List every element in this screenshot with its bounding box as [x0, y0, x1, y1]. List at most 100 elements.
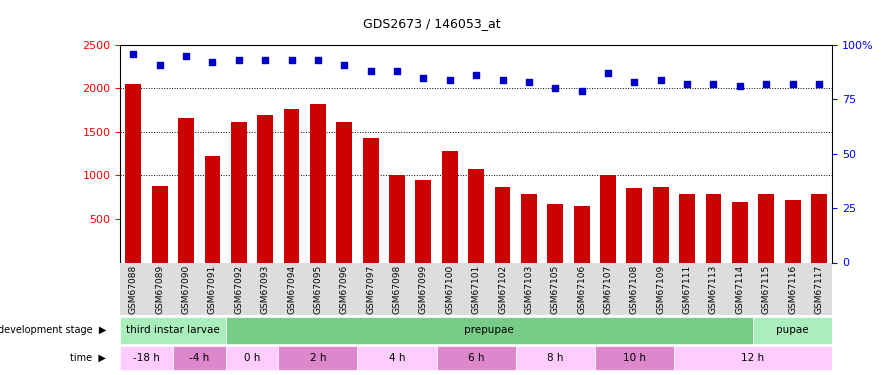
Bar — [732, 202, 748, 262]
Text: GSM67100: GSM67100 — [445, 265, 454, 314]
Text: 0 h: 0 h — [244, 353, 260, 363]
Bar — [173, 346, 226, 370]
Text: GSM67088: GSM67088 — [129, 265, 138, 314]
Text: GSM67089: GSM67089 — [155, 265, 165, 314]
Text: GSM67106: GSM67106 — [577, 265, 587, 314]
Text: GDS2673 / 146053_at: GDS2673 / 146053_at — [363, 17, 500, 30]
Text: GSM67092: GSM67092 — [234, 265, 243, 314]
Bar — [152, 186, 167, 262]
Bar — [358, 346, 437, 370]
Text: GSM67115: GSM67115 — [762, 265, 771, 314]
Bar — [758, 194, 774, 262]
Point — [126, 51, 141, 57]
Text: 8 h: 8 h — [547, 353, 563, 363]
Bar — [521, 194, 537, 262]
Text: GSM67097: GSM67097 — [366, 265, 376, 314]
Text: GSM67093: GSM67093 — [261, 265, 270, 314]
Text: GSM67101: GSM67101 — [472, 265, 481, 314]
Text: pupae: pupae — [776, 325, 809, 335]
Bar — [310, 104, 326, 262]
Bar — [336, 122, 352, 262]
Text: GSM67116: GSM67116 — [788, 265, 797, 314]
Point — [548, 86, 562, 92]
Bar — [753, 316, 832, 344]
Text: GSM67102: GSM67102 — [498, 265, 507, 314]
Point — [417, 75, 431, 81]
Bar — [226, 316, 753, 344]
Point — [732, 83, 747, 89]
Bar — [284, 110, 299, 262]
Point — [390, 68, 404, 74]
Point — [812, 81, 826, 87]
Bar — [600, 175, 616, 262]
Text: GSM67105: GSM67105 — [551, 265, 560, 314]
Bar — [178, 118, 194, 262]
Text: GSM67117: GSM67117 — [814, 265, 823, 314]
Bar — [120, 346, 173, 370]
Point — [653, 77, 668, 83]
Text: GSM67107: GSM67107 — [603, 265, 612, 314]
Bar — [257, 115, 273, 262]
Text: 12 h: 12 h — [741, 353, 765, 363]
Text: -4 h: -4 h — [190, 353, 209, 363]
Point — [258, 57, 272, 63]
Text: prepupae: prepupae — [465, 325, 514, 335]
Bar — [547, 204, 563, 262]
Bar — [363, 138, 378, 262]
Point — [442, 77, 457, 83]
Point — [601, 70, 615, 76]
Point — [152, 62, 166, 68]
Text: GSM67090: GSM67090 — [182, 265, 190, 314]
Point — [231, 57, 246, 63]
Bar — [231, 122, 247, 262]
Point — [680, 81, 694, 87]
Text: third instar larvae: third instar larvae — [126, 325, 220, 335]
Bar — [205, 156, 221, 262]
Text: GSM67095: GSM67095 — [313, 265, 322, 314]
Bar — [416, 180, 432, 262]
Bar — [627, 188, 643, 262]
Bar — [679, 194, 695, 262]
Point — [469, 72, 483, 78]
Text: development stage  ▶: development stage ▶ — [0, 325, 106, 335]
Text: GSM67109: GSM67109 — [656, 265, 665, 314]
Text: GSM67091: GSM67091 — [208, 265, 217, 314]
Bar — [437, 346, 515, 370]
Point — [575, 88, 589, 94]
Bar — [279, 346, 358, 370]
Text: 10 h: 10 h — [623, 353, 646, 363]
Bar — [495, 187, 511, 262]
Point — [337, 62, 352, 68]
Point — [285, 57, 299, 63]
Text: 6 h: 6 h — [468, 353, 484, 363]
Point — [363, 68, 377, 74]
Bar — [389, 176, 405, 262]
Point — [179, 53, 193, 59]
Text: GSM67098: GSM67098 — [392, 265, 401, 314]
Bar — [515, 346, 595, 370]
Text: -18 h: -18 h — [134, 353, 160, 363]
Point — [759, 81, 773, 87]
Text: GSM67114: GSM67114 — [735, 265, 744, 314]
Point — [206, 59, 220, 65]
Bar — [125, 84, 142, 262]
Bar — [120, 316, 226, 344]
Point — [627, 79, 642, 85]
Bar — [595, 346, 674, 370]
Bar — [574, 206, 589, 262]
Bar — [468, 168, 484, 262]
Text: 4 h: 4 h — [389, 353, 405, 363]
Point — [707, 81, 721, 87]
Text: GSM67113: GSM67113 — [709, 265, 718, 314]
Point — [496, 77, 510, 83]
Point — [311, 57, 325, 63]
Text: GSM67094: GSM67094 — [287, 265, 296, 314]
Bar — [441, 151, 457, 262]
Bar — [811, 194, 827, 262]
Text: time  ▶: time ▶ — [70, 353, 106, 363]
Text: GSM67103: GSM67103 — [524, 265, 533, 314]
Bar — [706, 194, 722, 262]
Bar — [653, 187, 668, 262]
Point — [522, 79, 536, 85]
Text: GSM67111: GSM67111 — [683, 265, 692, 314]
